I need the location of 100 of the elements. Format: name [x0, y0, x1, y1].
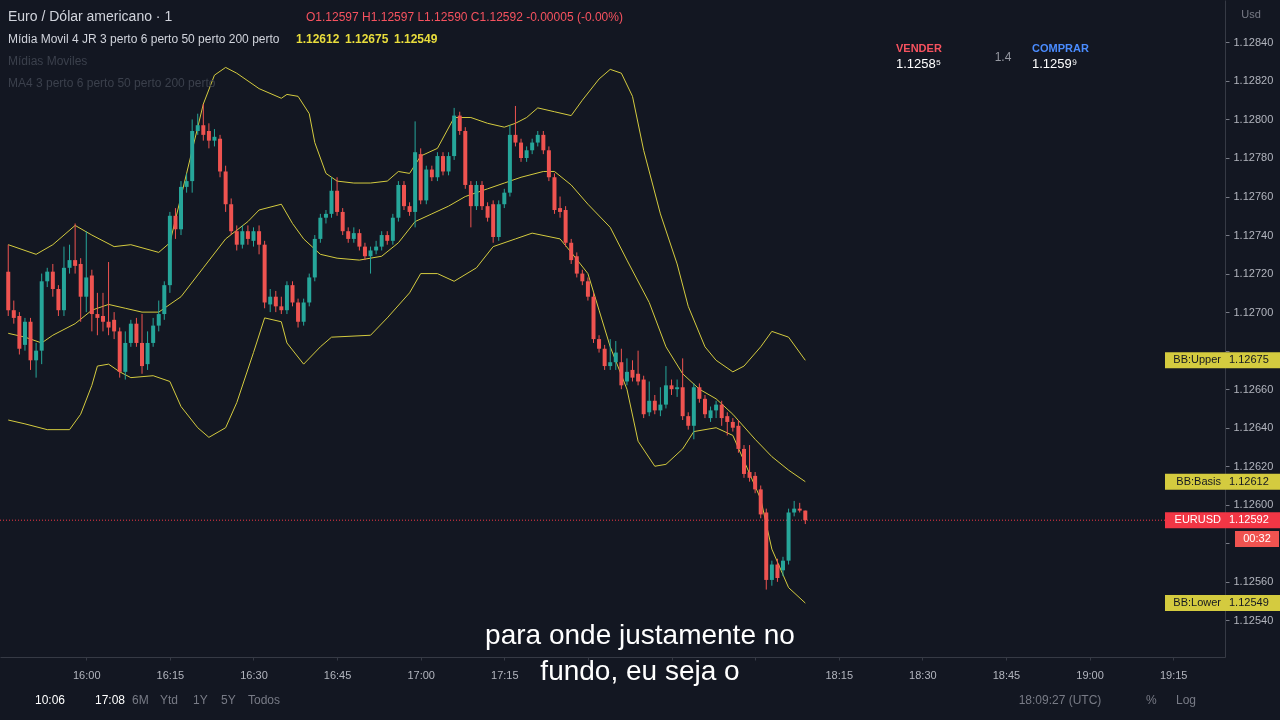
candlestick [769, 560, 774, 587]
candlestick [775, 558, 780, 583]
annotation: 1.12549 [394, 32, 438, 46]
candlestick [251, 226, 256, 248]
candlestick [128, 319, 133, 348]
candlestick [441, 151, 446, 176]
x-tick-label: 16:15 [156, 668, 185, 681]
candlestick [195, 113, 200, 136]
y-tick-label: 1.12800 [1233, 112, 1274, 125]
candlestick [502, 188, 507, 209]
text: 00:32 [1243, 532, 1271, 544]
candlestick [558, 196, 563, 219]
x-tick-label: 17:15 [491, 668, 519, 681]
candlestick [56, 284, 61, 317]
candlestick [613, 340, 618, 371]
candlestick [173, 207, 178, 240]
line-series [7, 170, 806, 483]
candlestick [446, 151, 451, 176]
text: Usd [1241, 8, 1261, 20]
text: 18:09:27 (UTC) [1018, 693, 1102, 707]
text: Euro / Dólar americano · 1 [8, 8, 173, 24]
candlestick [357, 228, 362, 251]
annotation: 1.1259⁹ [1032, 56, 1078, 71]
candlestick [647, 380, 652, 417]
y-tick-label: 1.12600 [1233, 498, 1274, 511]
candlestick [636, 350, 641, 386]
text: Ytd [160, 693, 179, 707]
candlestick [318, 213, 323, 244]
text: Log [1176, 693, 1197, 707]
candlestick [134, 317, 139, 348]
candlestick [474, 180, 479, 211]
candlestick [206, 122, 211, 149]
text: 1.12675 [1229, 353, 1269, 366]
candlestick [608, 338, 613, 371]
candlestick [480, 180, 484, 211]
candlestick [240, 224, 245, 250]
x-tick-label: 17:00 [407, 668, 435, 681]
y-tick-label: 1.12840 [1233, 35, 1274, 48]
candlestick [457, 111, 462, 136]
candlestick [624, 357, 629, 386]
candlestick [201, 103, 206, 142]
candlestick [379, 230, 384, 251]
x-tick-label: 18:30 [909, 668, 937, 681]
candlestick [619, 348, 624, 390]
candlestick [22, 317, 27, 352]
y-tick-label: 1.12820 [1233, 74, 1274, 87]
candlestick [234, 224, 239, 251]
candlestick [780, 556, 785, 577]
candlestick [335, 176, 340, 217]
candlestick [519, 138, 524, 163]
y-tick-label: 1.12660 [1233, 382, 1274, 395]
annotation: 1.4 [994, 50, 1012, 64]
candlestick [702, 394, 707, 419]
annotation: VENDER [896, 42, 942, 54]
x-tick-label: 18:45 [992, 668, 1021, 681]
candlestick [468, 180, 473, 228]
candlestick [268, 288, 273, 313]
candlestick [340, 207, 345, 236]
y-tick-label: 1.12700 [1233, 305, 1274, 318]
candlestick [513, 105, 518, 147]
candlestick [296, 298, 301, 329]
text: % [1146, 693, 1157, 707]
y-tick-label: 1.12640 [1233, 421, 1274, 434]
x-tick-label: 19:00 [1076, 668, 1104, 681]
y-tick-label: 1.12720 [1233, 267, 1274, 280]
x-tick-label: 16:30 [240, 668, 268, 681]
candlestick [245, 224, 250, 246]
candlestick [390, 213, 395, 246]
y-tick-label: 1.12560 [1233, 575, 1274, 588]
y-tick-label: 1.12540 [1233, 613, 1274, 626]
text: 1Y [193, 693, 208, 707]
candlestick [569, 238, 574, 265]
text: 1.12612 [1229, 474, 1269, 487]
y-tick-label: 1.12760 [1233, 190, 1274, 203]
candlestick [273, 290, 278, 313]
candlestick [697, 382, 702, 404]
candlestick [362, 242, 367, 261]
candlestick [663, 365, 668, 409]
annotation: 1.12612 [296, 32, 340, 46]
candlestick [585, 276, 590, 302]
text: 1.12592 [1229, 513, 1269, 526]
annotation: COMPRAR [1032, 42, 1089, 54]
candlestick [140, 313, 145, 375]
ref-line-label: EURUSD [1174, 513, 1222, 526]
y-tick-label: 1.12780 [1233, 151, 1274, 164]
text: 17:08 [95, 693, 126, 707]
candlestick [301, 298, 306, 327]
candlestick [630, 359, 635, 382]
y-tick-label: 1.12620 [1233, 459, 1274, 472]
candlestick [652, 394, 657, 415]
line-series [7, 232, 806, 604]
candlestick [323, 209, 328, 224]
candlestick [597, 334, 602, 354]
text: Todos [248, 693, 281, 707]
candlestick [541, 130, 546, 155]
annotation: fundo, eu seja o [540, 655, 740, 686]
candlestick [67, 244, 72, 275]
candlestick [574, 251, 579, 278]
candlestick [368, 246, 373, 275]
annotation: 1.1258⁵ [896, 56, 942, 71]
